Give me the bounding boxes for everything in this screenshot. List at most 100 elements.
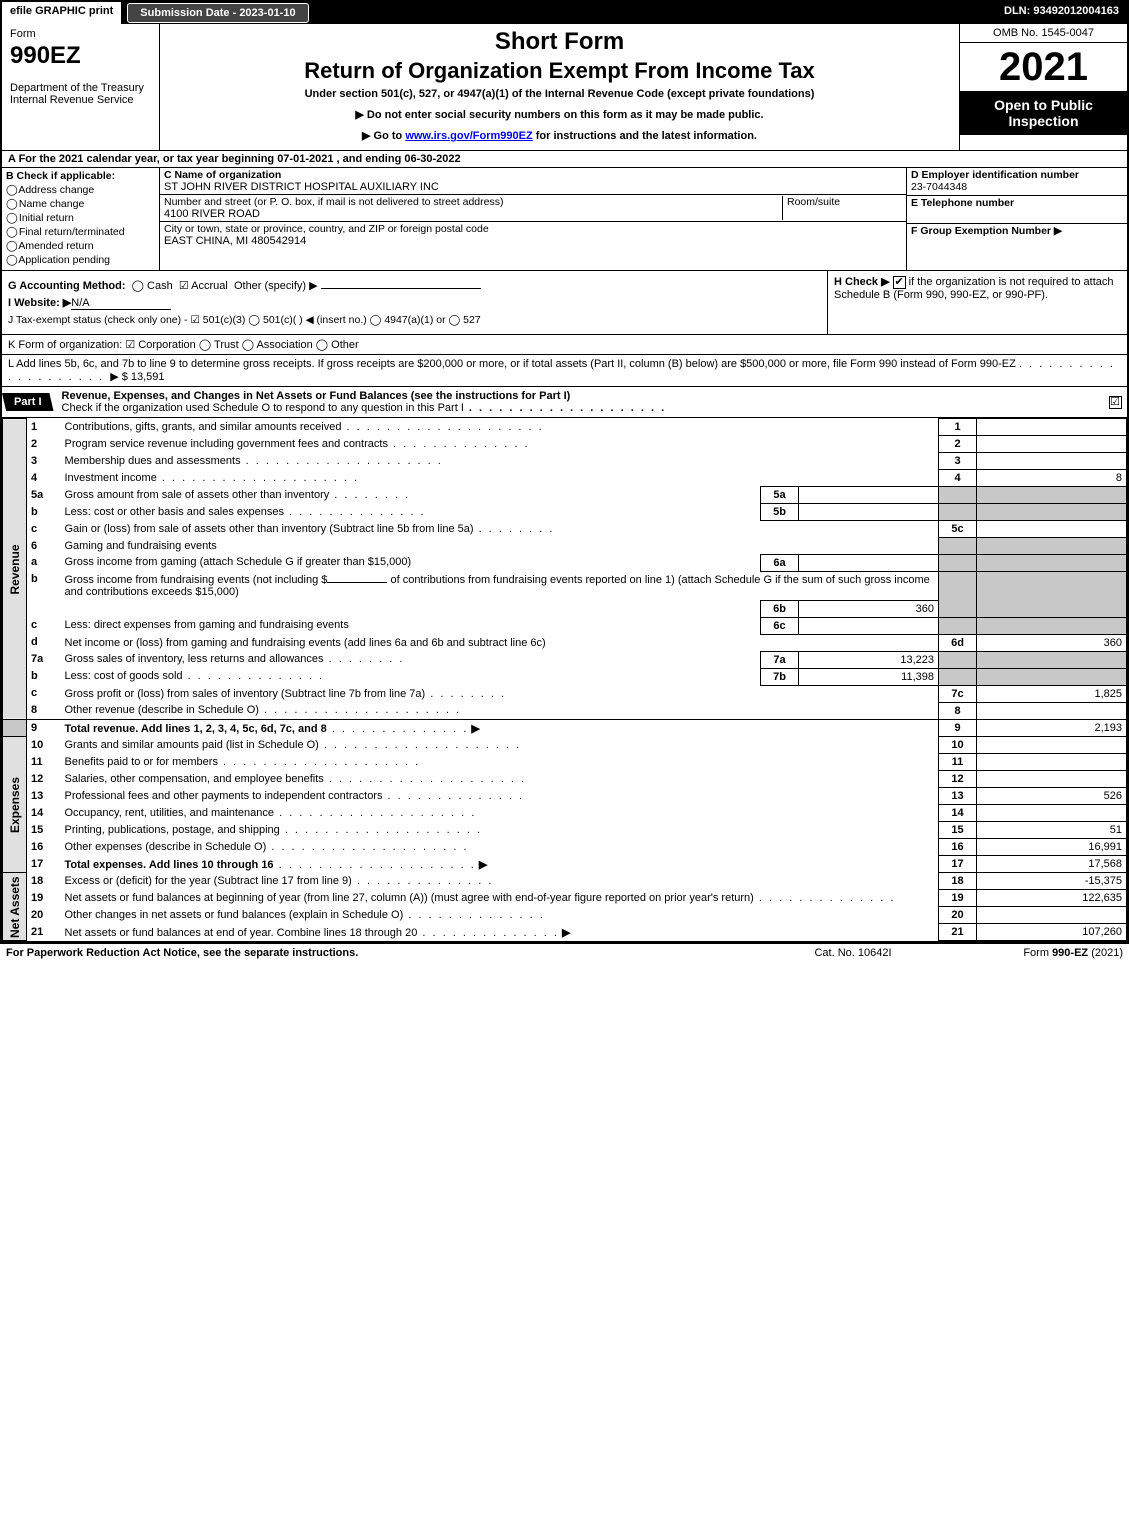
chk-final-return[interactable]: ◯ Final return/terminated <box>6 226 155 238</box>
part1-title: Revenue, Expenses, and Changes in Net As… <box>62 390 571 402</box>
inner-label: 7b <box>761 668 799 685</box>
omb-number: OMB No. 1545-0047 <box>960 24 1127 43</box>
dots-icon <box>284 506 426 518</box>
form-number: 990EZ <box>10 42 151 70</box>
table-row: 17 Total expenses. Add lines 10 through … <box>3 856 1127 873</box>
lnum: 10 <box>27 737 61 754</box>
rnum: 1 <box>939 419 977 436</box>
header-left: Form 990EZ Department of the Treasury In… <box>2 24 160 150</box>
desc: Net assets or fund balances at end of ye… <box>61 924 939 941</box>
amount-input[interactable] <box>327 582 387 583</box>
dots-icon <box>324 773 526 785</box>
rval: 2,193 <box>977 719 1127 737</box>
dots-icon <box>425 688 506 700</box>
dots-icon <box>464 402 666 414</box>
col-D: D Employer identification number 23-7044… <box>907 168 1127 270</box>
table-row: c Gain or (loss) from sale of assets oth… <box>3 521 1127 538</box>
chk-initial-return[interactable]: ◯ Initial return <box>6 212 155 224</box>
D-ein-value: 23-7044348 <box>911 181 967 193</box>
line-A: A For the 2021 calendar year, or tax yea… <box>2 151 1127 168</box>
G-cash[interactable]: Cash <box>147 280 173 292</box>
rnum: 5c <box>939 521 977 538</box>
side-label-netassets: Net Assets <box>3 873 27 941</box>
dots-icon <box>352 875 494 887</box>
G-label: G Accounting Method: <box>8 280 126 292</box>
arrow-icon: ▶ <box>562 927 570 939</box>
table-row: 7a Gross sales of inventory, less return… <box>3 651 1127 668</box>
inner-label: 6c <box>761 617 799 634</box>
G-other[interactable]: Other (specify) ▶ <box>234 280 318 292</box>
form-word: Form <box>10 28 151 40</box>
dots-icon <box>403 909 545 921</box>
C-city: City or town, state or province, country… <box>160 222 906 248</box>
rval-grey <box>977 538 1127 555</box>
chk-amended-return[interactable]: ◯ Amended return <box>6 240 155 252</box>
G-other-input[interactable] <box>321 288 481 289</box>
lnum: 5a <box>27 487 61 504</box>
C-street-value: 4100 RIVER ROAD <box>164 208 260 220</box>
dln-label: DLN: 93492012004163 <box>996 2 1127 24</box>
goto-post: for instructions and the latest informat… <box>533 130 757 142</box>
dots-icon <box>280 824 482 836</box>
desc: Gross income from gaming (attach Schedul… <box>61 554 761 571</box>
footer-formno: Form 990-EZ (2021) <box>943 947 1123 959</box>
desc: Other changes in net assets or fund bala… <box>61 907 939 924</box>
lines-table: Revenue 1 Contributions, gifts, grants, … <box>2 418 1127 941</box>
dots-icon <box>329 489 410 501</box>
rval <box>977 737 1127 754</box>
desc: Program service revenue including govern… <box>61 436 939 453</box>
rnum: 11 <box>939 754 977 771</box>
rval: 8 <box>977 470 1127 487</box>
desc-text: Printing, publications, postage, and shi… <box>65 824 280 836</box>
chk-name-change[interactable]: ◯ Name change <box>6 198 155 210</box>
line-G: G Accounting Method: ◯ Cash ☑ Accrual Ot… <box>8 279 821 292</box>
part1-header: Part I Revenue, Expenses, and Changes in… <box>2 387 1127 418</box>
form-header: Form 990EZ Department of the Treasury In… <box>2 24 1127 151</box>
desc: Gross profit or (loss) from sales of inv… <box>61 685 939 702</box>
efile-print-label[interactable]: efile GRAPHIC print <box>2 2 123 24</box>
lnum: b <box>27 668 61 685</box>
desc: Gross sales of inventory, less returns a… <box>61 651 761 668</box>
rnum: 17 <box>939 856 977 873</box>
rval-grey <box>977 668 1127 685</box>
rval <box>977 907 1127 924</box>
lnum: 8 <box>27 702 61 719</box>
chk-address-change[interactable]: ◯ Address change <box>6 184 155 196</box>
lnum: b <box>27 504 61 521</box>
part1-checkbox[interactable]: ☑ <box>1103 396 1127 409</box>
rnum: 8 <box>939 702 977 719</box>
lnum: 20 <box>27 907 61 924</box>
desc-text: Net assets or fund balances at end of ye… <box>65 927 418 939</box>
dots-icon <box>241 455 443 467</box>
dots-icon <box>183 670 325 682</box>
rnum: 19 <box>939 890 977 907</box>
desc-text: Total expenses. Add lines 10 through 16 <box>65 859 274 871</box>
rval <box>977 419 1127 436</box>
footer-left: For Paperwork Reduction Act Notice, see … <box>6 947 763 959</box>
rnum-grey <box>939 571 977 617</box>
submission-date-badge: Submission Date - 2023-01-10 <box>127 3 308 23</box>
table-row: d Net income or (loss) from gaming and f… <box>3 634 1127 651</box>
part1-tab: Part I <box>2 393 54 411</box>
F-grp-label: F Group Exemption Number ▶ <box>911 225 1062 237</box>
rval-grey <box>977 487 1127 504</box>
table-row: 6 Gaming and fundraising events <box>3 538 1127 555</box>
desc: Total expenses. Add lines 10 through 16 … <box>61 856 939 873</box>
rnum: 6d <box>939 634 977 651</box>
desc-text: Net assets or fund balances at beginning… <box>65 892 754 904</box>
table-row: b Less: cost of goods sold 7b 11,398 <box>3 668 1127 685</box>
chk-application-pending[interactable]: ◯ Application pending <box>6 254 155 266</box>
dots-icon <box>157 472 359 484</box>
irs-link[interactable]: www.irs.gov/Form990EZ <box>405 130 532 142</box>
dots-icon <box>274 807 476 819</box>
rval-grey <box>977 504 1127 521</box>
part1-checkbox-mark: ☑ <box>1109 396 1122 409</box>
chk-application-pending-label: Application pending <box>18 254 110 266</box>
footer-catno: Cat. No. 10642I <box>763 947 943 959</box>
lnum: b <box>27 571 61 617</box>
G-accrual[interactable]: Accrual <box>191 280 228 292</box>
H-checkbox[interactable]: ✔ <box>893 276 906 289</box>
desc: Less: cost or other basis and sales expe… <box>61 504 761 521</box>
rval: -15,375 <box>977 873 1127 890</box>
part1-subtitle: Check if the organization used Schedule … <box>62 402 464 414</box>
